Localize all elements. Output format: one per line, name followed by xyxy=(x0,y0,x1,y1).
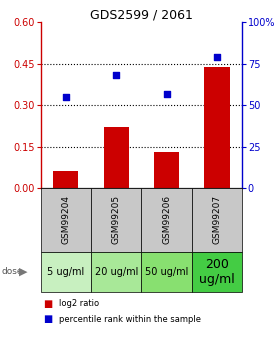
Title: GDS2599 / 2061: GDS2599 / 2061 xyxy=(90,8,193,21)
Text: percentile rank within the sample: percentile rank within the sample xyxy=(59,315,201,324)
Bar xyxy=(104,127,129,188)
Text: GSM99207: GSM99207 xyxy=(213,195,221,245)
Point xyxy=(114,73,118,78)
Bar xyxy=(53,171,78,188)
Text: 5 ug/ml: 5 ug/ml xyxy=(47,267,85,277)
Text: GSM99204: GSM99204 xyxy=(61,195,70,245)
Text: log2 ratio: log2 ratio xyxy=(59,299,99,308)
Bar xyxy=(154,152,179,188)
Text: 50 ug/ml: 50 ug/ml xyxy=(145,267,188,277)
Text: GSM99206: GSM99206 xyxy=(162,195,171,245)
Text: GSM99205: GSM99205 xyxy=(112,195,121,245)
Point xyxy=(215,55,219,60)
Text: 20 ug/ml: 20 ug/ml xyxy=(95,267,138,277)
Text: ■: ■ xyxy=(43,314,53,324)
Text: ■: ■ xyxy=(43,299,53,308)
Text: dose: dose xyxy=(1,267,23,276)
Point xyxy=(164,91,169,96)
Text: 200
ug/ml: 200 ug/ml xyxy=(199,258,235,286)
Point xyxy=(64,94,68,100)
Bar xyxy=(204,67,230,188)
Text: ▶: ▶ xyxy=(19,267,27,277)
